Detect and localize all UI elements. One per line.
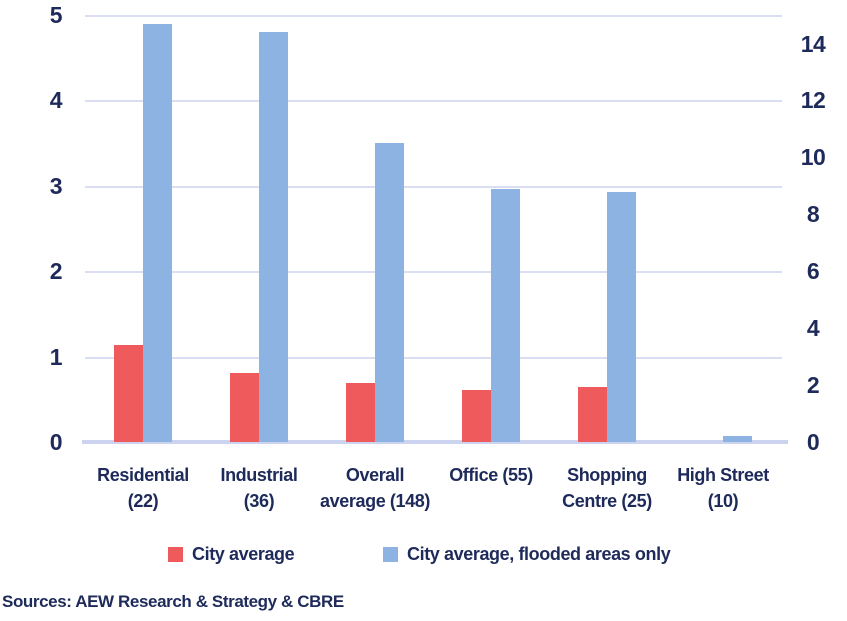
- legend-label: City average, flooded areas only: [407, 544, 671, 564]
- bar-city-average-shopping: [578, 387, 607, 442]
- bar-group-shopping-centre: [578, 15, 636, 442]
- bar-group-residential: [114, 15, 172, 442]
- source-note: Sources: AEW Research & Strategy & CBRE: [2, 592, 344, 611]
- category-label-line: Overall: [345, 465, 405, 485]
- bar-group-overall-average: [346, 15, 404, 442]
- right-axis-tick: 14: [800, 31, 826, 57]
- bar-flooded-residential: [143, 23, 172, 442]
- x-axis-line: [82, 440, 788, 444]
- left-axis-tick: 0: [49, 429, 63, 455]
- gridline: [85, 15, 782, 17]
- category-label-line: High Street: [677, 465, 769, 485]
- category-label-high-street: High Street (10): [648, 462, 798, 514]
- category-label-line: Office (55): [449, 465, 533, 485]
- category-label-overall-average: Overall average (148): [300, 462, 450, 514]
- left-axis-tick: 1: [49, 344, 63, 370]
- category-label-residential: Residential (22): [68, 462, 218, 514]
- gridline: [85, 100, 782, 102]
- legend-swatch-blue: [383, 547, 398, 562]
- bar-flooded-office: [491, 188, 520, 442]
- bar-city-average-residential: [114, 344, 143, 442]
- right-axis-tick: 10: [800, 144, 826, 170]
- bar-city-average-overall: [346, 383, 375, 442]
- bar-city-average-office: [462, 389, 491, 442]
- gridline: [85, 271, 782, 273]
- category-label-industrial: Industrial (36): [184, 462, 334, 514]
- legend-swatch-red: [168, 547, 183, 562]
- bar-group-office: [462, 15, 520, 442]
- right-axis-tick: 4: [806, 315, 820, 341]
- bar-group-industrial: [230, 15, 288, 442]
- left-axis-tick: 3: [49, 173, 63, 199]
- category-label-line: Shopping: [567, 465, 647, 485]
- right-axis-tick: 12: [800, 87, 826, 113]
- category-label-line: Residential: [97, 465, 189, 485]
- gridline: [85, 357, 782, 359]
- legend: City average City average, flooded areas…: [0, 544, 847, 568]
- bar-flooded-industrial: [259, 32, 288, 442]
- legend-item-city-average: City average: [168, 544, 295, 565]
- right-axis-tick: 8: [806, 201, 820, 227]
- category-label-shopping-centre: Shopping Centre (25): [532, 462, 682, 514]
- right-axis-tick: 2: [806, 372, 820, 398]
- bar-flooded-overall: [375, 143, 404, 442]
- category-label-line: average (148): [320, 491, 430, 511]
- left-axis-tick: 4: [49, 87, 63, 113]
- legend-item-flooded-areas: City average, flooded areas only: [383, 544, 671, 565]
- bar-flooded-high-street: [723, 436, 752, 442]
- category-label-line: Industrial: [220, 465, 298, 485]
- left-axis-tick: 5: [49, 2, 63, 28]
- category-label-line: (36): [243, 491, 275, 511]
- plot-area: [82, 15, 788, 444]
- category-label-line: (22): [127, 491, 159, 511]
- category-label-line: Centre (25): [562, 491, 652, 511]
- right-axis-tick: 6: [806, 258, 820, 284]
- bar-flooded-shopping: [607, 191, 636, 442]
- bar-city-average-industrial: [230, 372, 259, 442]
- bar-group-high-street: [694, 15, 752, 442]
- category-label-office: Office (55): [416, 462, 566, 488]
- left-axis-tick: 2: [49, 258, 63, 284]
- right-axis-tick: 0: [806, 429, 820, 455]
- gridline: [85, 186, 782, 188]
- legend-label: City average: [192, 544, 295, 564]
- category-label-line: (10): [707, 491, 739, 511]
